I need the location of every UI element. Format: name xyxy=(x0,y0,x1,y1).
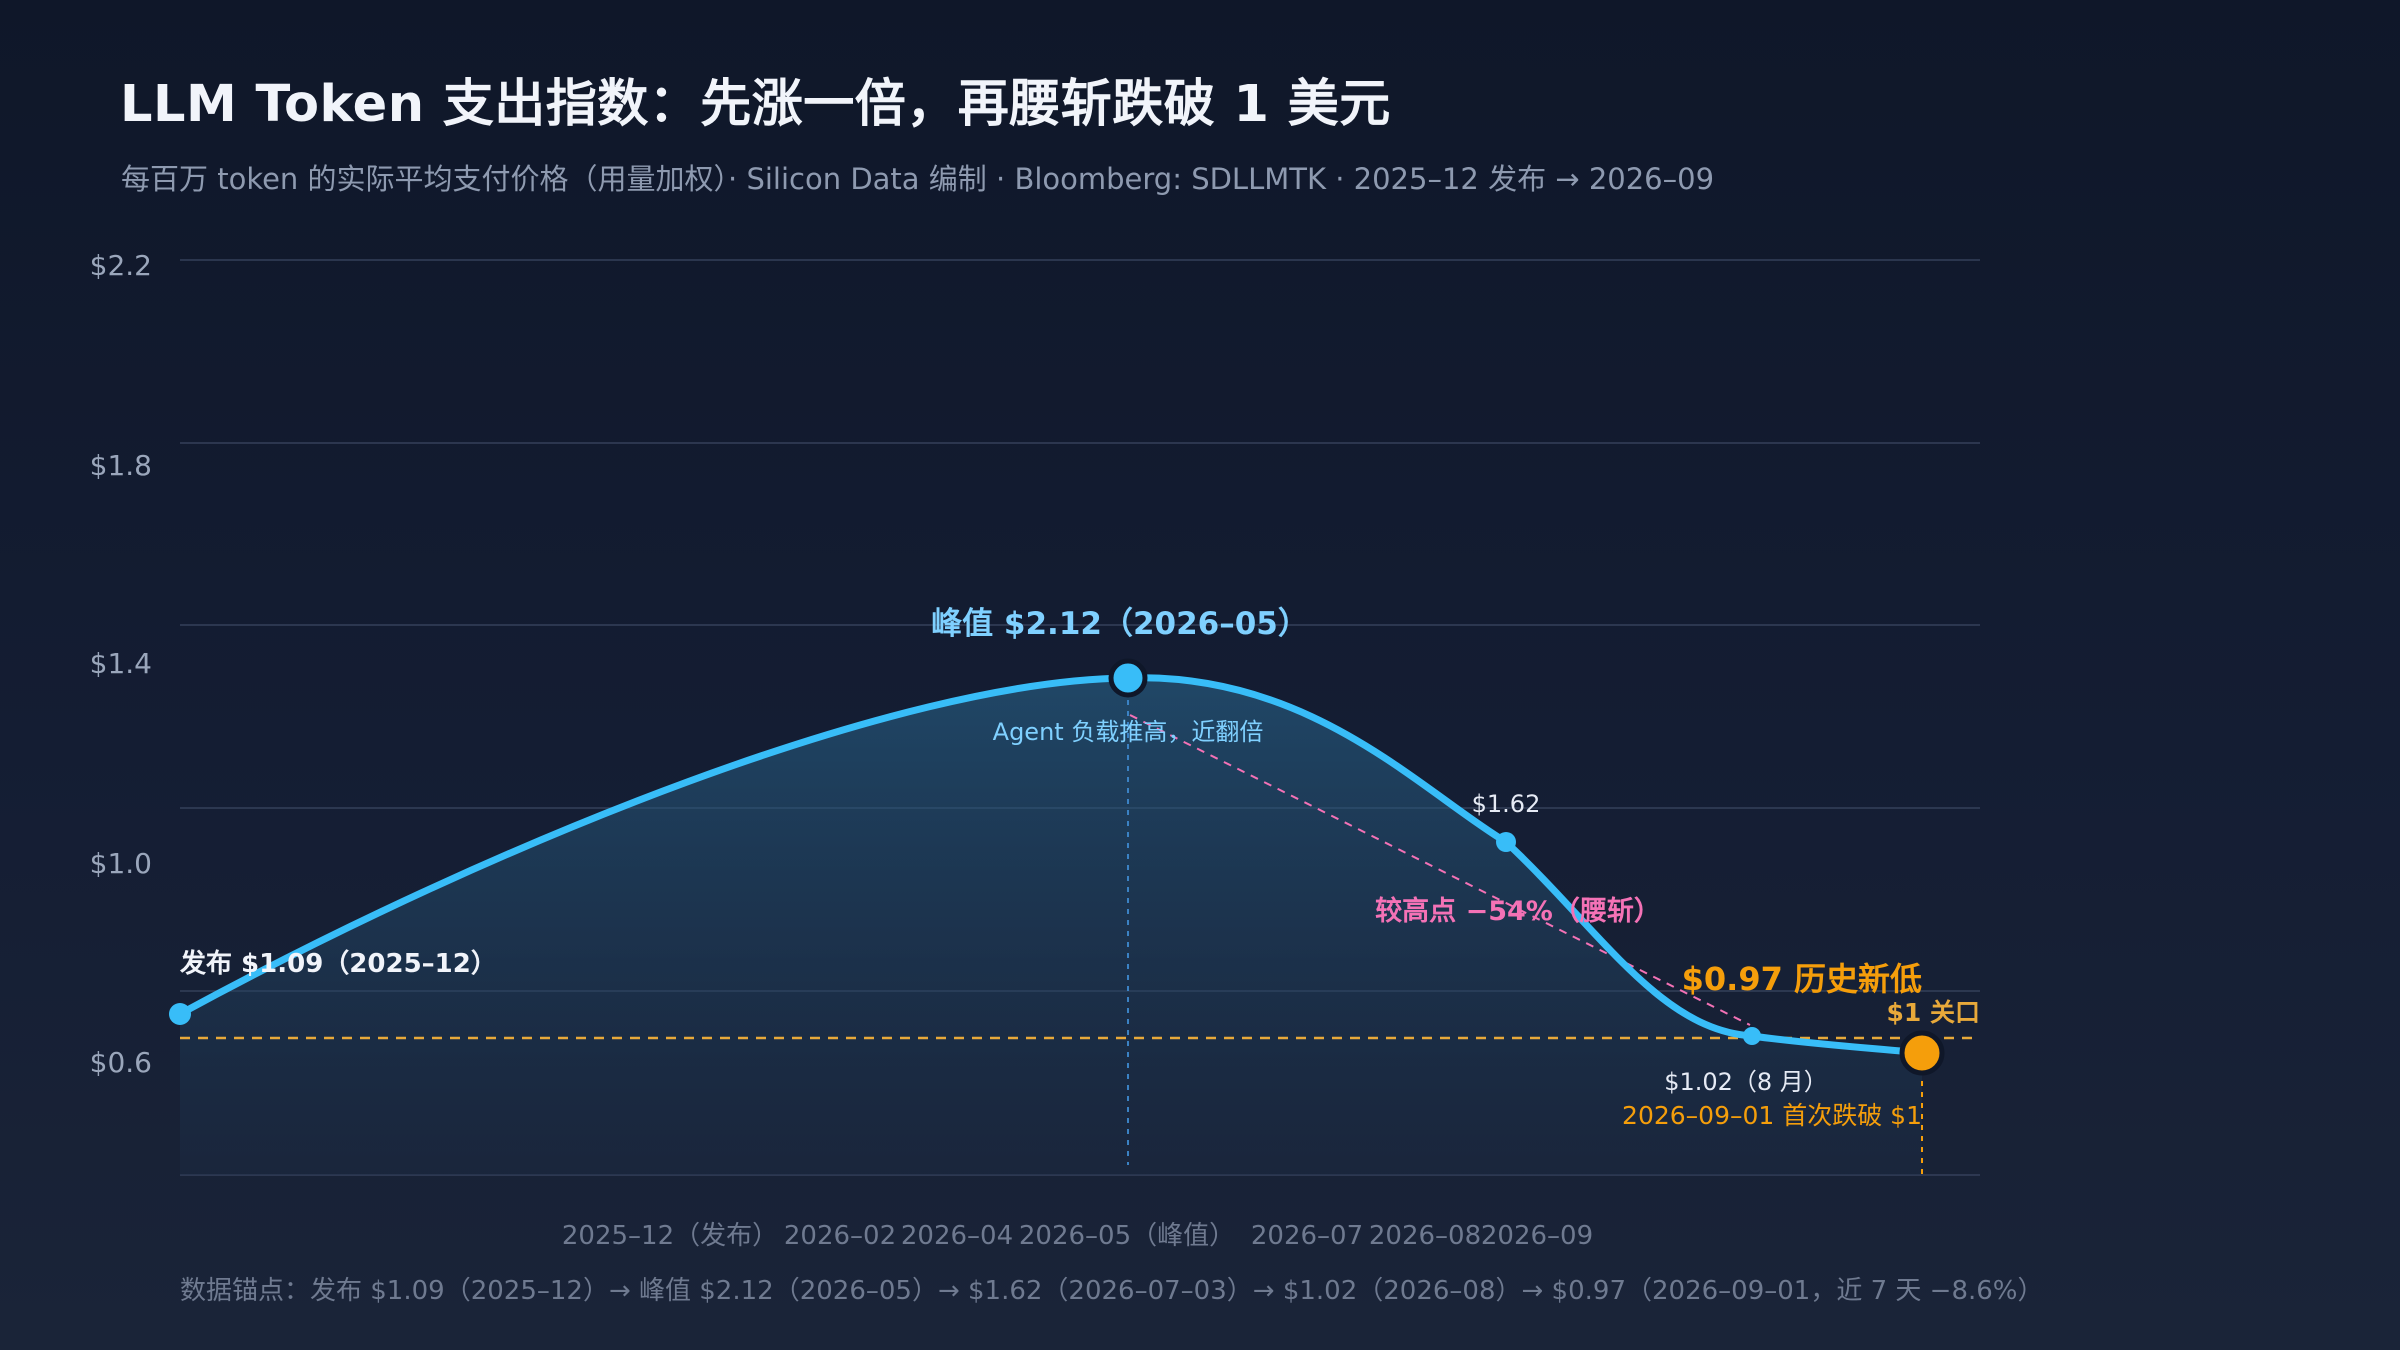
area-fill xyxy=(180,677,1922,1175)
chart-footer: 数据锚点：发布 $1.09（2025–12）→ 峰值 $2.12（2026–05… xyxy=(180,1276,2044,1306)
x-tick-label: 2026–07 xyxy=(1251,1221,1363,1251)
threshold-label: $1 关口 xyxy=(1887,998,1981,1027)
point-low xyxy=(1899,1030,1945,1076)
y-tick-label: $2.2 xyxy=(90,249,152,282)
point-start xyxy=(169,1003,191,1025)
y-tick-label: $1.0 xyxy=(90,847,152,880)
point-peak xyxy=(1108,658,1148,698)
start-label: 发布 $1.09（2025–12） xyxy=(179,948,497,979)
drop-line xyxy=(1129,714,1751,1026)
x-tick-label: 2025–12（发布） xyxy=(562,1221,778,1251)
drop-label: 较高点 −54%（腰斩） xyxy=(1375,895,1661,927)
low-label: $0.97 历史新低 xyxy=(1682,960,1922,998)
chart-subtitle: 每百万 token 的实际平均支付价格（用量加权）· Silicon Data … xyxy=(121,162,1715,196)
y-tick-label: $0.6 xyxy=(90,1046,152,1079)
x-tick-label: 2026–02 xyxy=(784,1221,896,1251)
low-note: 2026–09–01 首次跌破 $1 xyxy=(1622,1101,1922,1130)
peak-note: Agent 负载推高，近翻倍 xyxy=(993,718,1264,746)
aug-label: $1.02（8 月） xyxy=(1664,1068,1828,1096)
jul-label: $1.62 xyxy=(1472,790,1541,818)
x-tick-label: 2026–08 xyxy=(1369,1221,1481,1251)
point-jul xyxy=(1496,832,1516,852)
chart-title: LLM Token 支出指数：先涨一倍，再腰斩跌破 1 美元 xyxy=(120,75,1391,134)
peak-label: 峰值 $2.12（2026–05） xyxy=(931,606,1309,642)
point-aug xyxy=(1743,1027,1761,1045)
x-tick-label: 2026–09 xyxy=(1481,1221,1593,1251)
x-tick-label: 2026–05（峰值） xyxy=(1019,1221,1235,1251)
y-tick-label: $1.8 xyxy=(90,449,152,482)
y-tick-label: $1.4 xyxy=(90,647,152,680)
x-tick-label: 2026–04 xyxy=(901,1221,1013,1251)
